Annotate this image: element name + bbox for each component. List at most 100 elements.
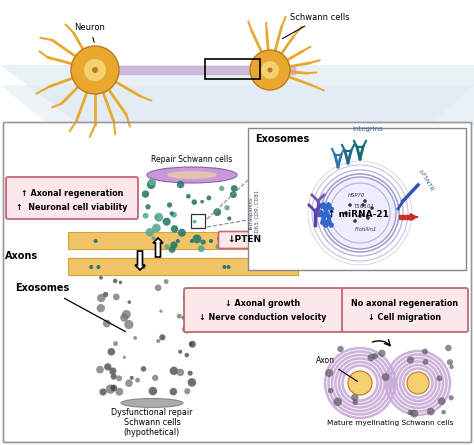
Circle shape — [170, 211, 174, 216]
Circle shape — [163, 218, 171, 226]
Circle shape — [99, 276, 103, 279]
Circle shape — [89, 265, 93, 269]
Bar — [3, 122, 471, 442]
Circle shape — [193, 220, 197, 223]
Circle shape — [423, 359, 428, 365]
Circle shape — [96, 265, 100, 269]
Circle shape — [124, 320, 134, 329]
Circle shape — [437, 376, 442, 381]
Circle shape — [200, 200, 204, 203]
Circle shape — [155, 284, 162, 291]
Circle shape — [141, 366, 146, 372]
FancyBboxPatch shape — [219, 231, 270, 248]
Circle shape — [142, 265, 146, 269]
Circle shape — [178, 350, 182, 354]
Circle shape — [184, 353, 189, 357]
Bar — [68, 232, 298, 249]
Circle shape — [324, 177, 396, 249]
Circle shape — [115, 388, 123, 396]
Circle shape — [358, 214, 362, 218]
Circle shape — [363, 199, 367, 203]
Circle shape — [156, 339, 160, 343]
Circle shape — [325, 348, 395, 418]
Circle shape — [113, 294, 119, 300]
Circle shape — [448, 395, 454, 401]
Circle shape — [192, 235, 201, 243]
Circle shape — [410, 409, 418, 417]
Circle shape — [97, 294, 105, 302]
Text: Flotillin1: Flotillin1 — [355, 227, 377, 232]
Circle shape — [351, 394, 358, 401]
Text: No axonal regeneration: No axonal regeneration — [351, 299, 458, 308]
Polygon shape — [409, 215, 413, 219]
Circle shape — [382, 373, 390, 381]
Text: Axons: Axons — [5, 251, 38, 261]
Circle shape — [184, 388, 191, 394]
Circle shape — [71, 46, 119, 94]
Circle shape — [445, 345, 452, 351]
Text: Exosomes: Exosomes — [15, 283, 69, 293]
Circle shape — [447, 359, 453, 365]
Circle shape — [170, 388, 177, 396]
Bar — [3, 122, 471, 442]
Circle shape — [449, 365, 454, 369]
Circle shape — [237, 239, 241, 243]
Text: ↓ Axonal growth: ↓ Axonal growth — [225, 299, 301, 308]
Circle shape — [206, 195, 211, 200]
Circle shape — [337, 346, 344, 352]
Circle shape — [113, 279, 118, 283]
Circle shape — [100, 388, 107, 396]
Circle shape — [189, 341, 196, 348]
Circle shape — [171, 225, 178, 233]
Text: ↑  Neuronal cell viability: ↑ Neuronal cell viability — [16, 202, 128, 211]
Bar — [0, 0, 474, 125]
Circle shape — [209, 239, 213, 243]
Circle shape — [222, 235, 227, 239]
Circle shape — [109, 368, 117, 374]
Circle shape — [170, 242, 178, 249]
Circle shape — [120, 314, 128, 322]
Circle shape — [234, 239, 237, 243]
Circle shape — [386, 351, 450, 415]
Circle shape — [422, 348, 428, 355]
Circle shape — [103, 292, 108, 297]
Circle shape — [110, 373, 117, 380]
Circle shape — [155, 215, 158, 219]
Text: HSP70: HSP70 — [348, 193, 365, 198]
Circle shape — [361, 386, 367, 392]
Circle shape — [348, 203, 352, 207]
Circle shape — [149, 387, 157, 395]
Circle shape — [125, 380, 133, 387]
Circle shape — [177, 314, 182, 319]
Circle shape — [191, 199, 197, 205]
Circle shape — [250, 50, 290, 90]
Circle shape — [228, 231, 234, 237]
Circle shape — [159, 310, 163, 313]
Circle shape — [361, 203, 365, 207]
Circle shape — [407, 372, 429, 394]
Circle shape — [113, 341, 118, 346]
Circle shape — [94, 239, 98, 243]
Circle shape — [189, 342, 193, 346]
Text: Integrins: Integrins — [353, 126, 383, 132]
Circle shape — [441, 410, 446, 414]
Circle shape — [133, 336, 137, 340]
Circle shape — [128, 300, 131, 304]
Circle shape — [171, 212, 177, 218]
Circle shape — [407, 356, 414, 364]
Text: Repair Schwann cells: Repair Schwann cells — [151, 155, 233, 164]
Circle shape — [230, 191, 237, 198]
Circle shape — [358, 376, 363, 382]
Circle shape — [169, 246, 175, 253]
Circle shape — [167, 202, 172, 208]
Circle shape — [353, 219, 357, 223]
Circle shape — [231, 185, 237, 192]
Polygon shape — [0, 65, 474, 125]
Circle shape — [408, 410, 413, 415]
Circle shape — [325, 369, 333, 377]
Circle shape — [188, 305, 193, 311]
Circle shape — [227, 216, 231, 221]
Text: ↑ miRNA-21: ↑ miRNA-21 — [328, 210, 388, 219]
FancyBboxPatch shape — [6, 177, 138, 219]
Circle shape — [147, 180, 155, 189]
